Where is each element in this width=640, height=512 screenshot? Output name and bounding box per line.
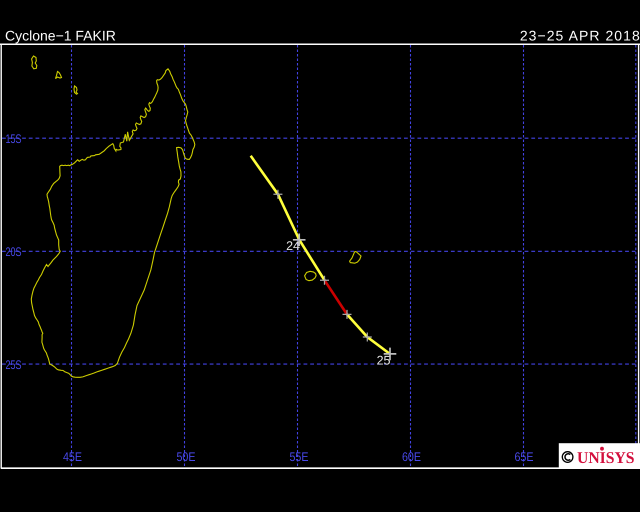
svg-text:20S: 20S: [6, 245, 22, 259]
svg-text:UNISYS: UNISYS: [577, 448, 635, 467]
svg-text:45E: 45E: [63, 450, 82, 464]
svg-text:15S: 15S: [6, 132, 22, 146]
svg-text:50E: 50E: [177, 450, 196, 464]
svg-text:60E: 60E: [402, 450, 421, 464]
svg-text:25S: 25S: [6, 358, 22, 372]
svg-text:23−25 APR 2018: 23−25 APR 2018: [520, 28, 640, 44]
svg-text:25: 25: [377, 354, 391, 368]
svg-text:24: 24: [286, 239, 300, 253]
svg-text:55E: 55E: [290, 450, 309, 464]
svg-text:Cyclone−1 FAKIR: Cyclone−1 FAKIR: [5, 28, 116, 44]
svg-text:65E: 65E: [515, 450, 534, 464]
